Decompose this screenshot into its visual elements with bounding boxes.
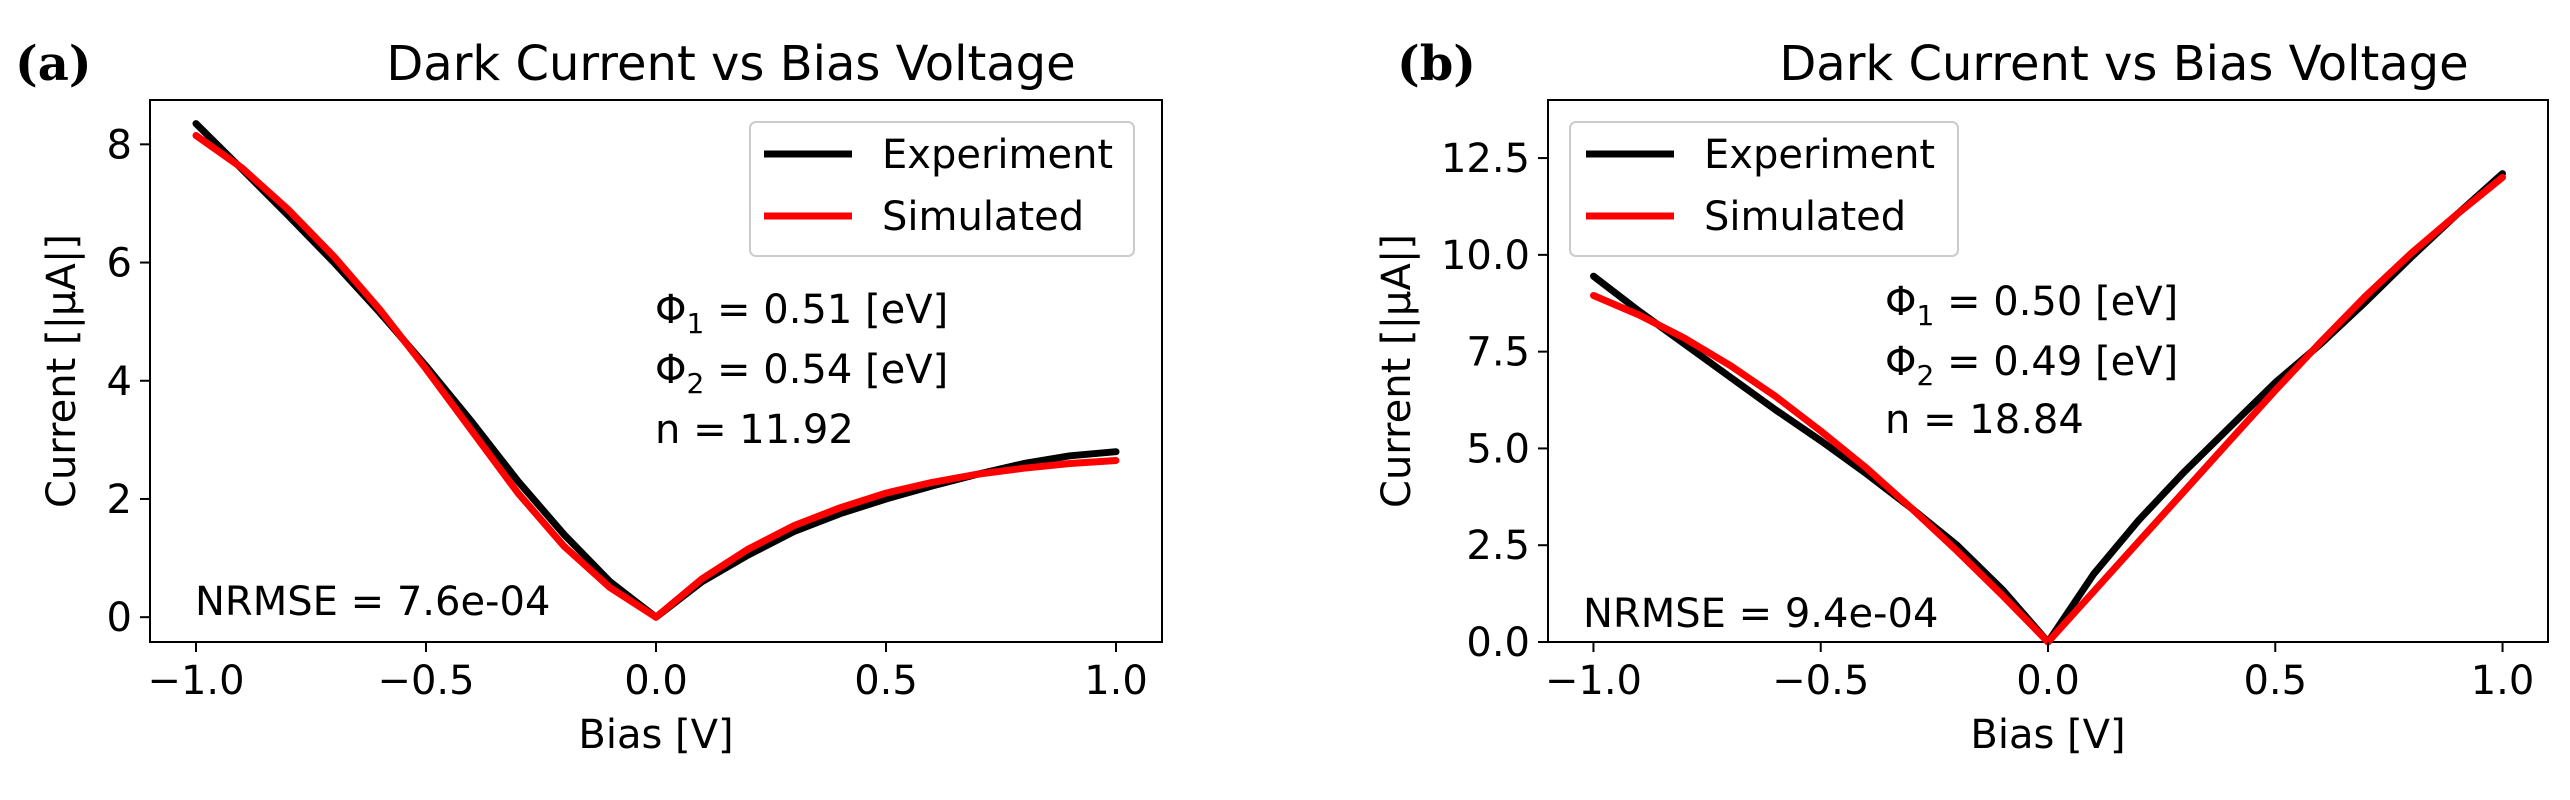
panel-b-xlabel: Bias [V] bbox=[1970, 712, 2125, 758]
y-tick-label: 4 bbox=[107, 359, 132, 405]
x-tick-label: −0.5 bbox=[377, 658, 474, 704]
y-tick-label: 0.0 bbox=[1466, 620, 1530, 666]
panel-b-letter: (b) bbox=[1397, 36, 1476, 92]
phi-symbol: Φ bbox=[1885, 279, 1916, 325]
phi-subscript: 1 bbox=[686, 307, 704, 340]
legend-simulated-label: Simulated bbox=[882, 194, 1084, 240]
y-tick-label: 0 bbox=[107, 595, 132, 641]
y-tick-label: 5.0 bbox=[1466, 426, 1530, 472]
phi-symbol: Φ bbox=[1885, 339, 1916, 385]
y-tick-label: 10.0 bbox=[1441, 233, 1530, 279]
phi-value: = 0.51 [eV] bbox=[704, 287, 948, 333]
panel-a-nrmse-annotation: NRMSE = 7.6e-04 bbox=[195, 579, 550, 625]
y-tick-label: 2 bbox=[107, 477, 132, 523]
y-tick-label: 7.5 bbox=[1466, 330, 1530, 376]
y-tick-label: 8 bbox=[107, 122, 132, 168]
x-tick-label: −0.5 bbox=[1772, 658, 1869, 704]
x-tick-label: 0.5 bbox=[854, 658, 918, 704]
panel-a-n-annotation: n = 11.92 bbox=[655, 407, 854, 453]
panel-b-title: Dark Current vs Bias Voltage bbox=[1779, 36, 2468, 92]
y-tick-label: 6 bbox=[107, 241, 132, 287]
panel-a-ylabel: Current [|μA|] bbox=[39, 234, 85, 508]
phi-subscript: 2 bbox=[1916, 359, 1934, 392]
panel-b-n-annotation: n = 18.84 bbox=[1885, 397, 2084, 443]
phi-symbol: Φ bbox=[655, 287, 686, 333]
panel-a-title: Dark Current vs Bias Voltage bbox=[386, 36, 1075, 92]
panel-a: (a) Dark Current vs Bias Voltage −1.0 −0.… bbox=[15, 36, 1163, 758]
panel-b-ticks-group: −1.0 −0.5 0.0 0.5 1.0 0.0 2.5 5.0 7.5 10.0 12.5 bbox=[1441, 136, 2534, 704]
panel-b: (b) Dark Current vs Bias Voltage −1.0 −0.… bbox=[1374, 36, 2549, 758]
phi-subscript: 2 bbox=[686, 367, 704, 400]
panel-b-legend: Experiment Simulated bbox=[1569, 121, 1959, 257]
x-tick-label: 0.5 bbox=[2243, 658, 2307, 704]
phi-symbol: Φ bbox=[655, 347, 686, 393]
legend-experiment-label: Experiment bbox=[1704, 132, 1935, 178]
panel-b-nrmse-annotation: NRMSE = 9.4e-04 bbox=[1583, 591, 1938, 637]
panel-b-phi2-annotation: Φ2 = 0.49 [eV] bbox=[1885, 339, 2178, 392]
phi-subscript: 1 bbox=[1916, 299, 1934, 332]
series-simulated-line bbox=[192, 132, 1120, 621]
x-tick-label: −1.0 bbox=[147, 658, 244, 704]
y-tick-label: 12.5 bbox=[1441, 136, 1530, 182]
y-tick-label: 2.5 bbox=[1466, 523, 1530, 569]
phi-value: = 0.54 [eV] bbox=[704, 347, 948, 393]
panel-a-series-group bbox=[192, 120, 1120, 621]
legend-simulated-label: Simulated bbox=[1704, 194, 1906, 240]
panel-b-ylabel: Current [|μA|] bbox=[1374, 234, 1420, 508]
panel-a-xlabel: Bias [V] bbox=[578, 712, 733, 758]
panel-a-phi2-annotation: Φ2 = 0.54 [eV] bbox=[655, 347, 948, 400]
x-tick-label: 0.0 bbox=[2016, 658, 2080, 704]
x-tick-label: 0.0 bbox=[624, 658, 688, 704]
panel-b-plot: −1.0 −0.5 0.0 0.5 1.0 0.0 2.5 5.0 7.5 10.0 12.5 bbox=[1441, 99, 2549, 704]
panel-a-legend: Experiment Simulated bbox=[749, 121, 1135, 257]
panel-a-letter: (a) bbox=[15, 36, 92, 92]
x-tick-label: −1.0 bbox=[1545, 658, 1642, 704]
phi-value: = 0.49 [eV] bbox=[1934, 339, 2178, 385]
legend-experiment-label: Experiment bbox=[882, 132, 1113, 178]
x-tick-label: 1.0 bbox=[2471, 658, 2535, 704]
panel-a-ticks-group: −1.0 −0.5 0.0 0.5 1.0 0 2 4 6 8 bbox=[107, 122, 1148, 704]
panel-a-plot: −1.0 −0.5 0.0 0.5 1.0 0 2 4 6 8 bbox=[107, 99, 1163, 704]
panel-b-phi1-annotation: Φ1 = 0.50 [eV] bbox=[1885, 279, 2178, 332]
phi-value: = 0.50 [eV] bbox=[1934, 279, 2178, 325]
panel-a-phi1-annotation: Φ1 = 0.51 [eV] bbox=[655, 287, 948, 340]
x-tick-label: 1.0 bbox=[1084, 658, 1148, 704]
